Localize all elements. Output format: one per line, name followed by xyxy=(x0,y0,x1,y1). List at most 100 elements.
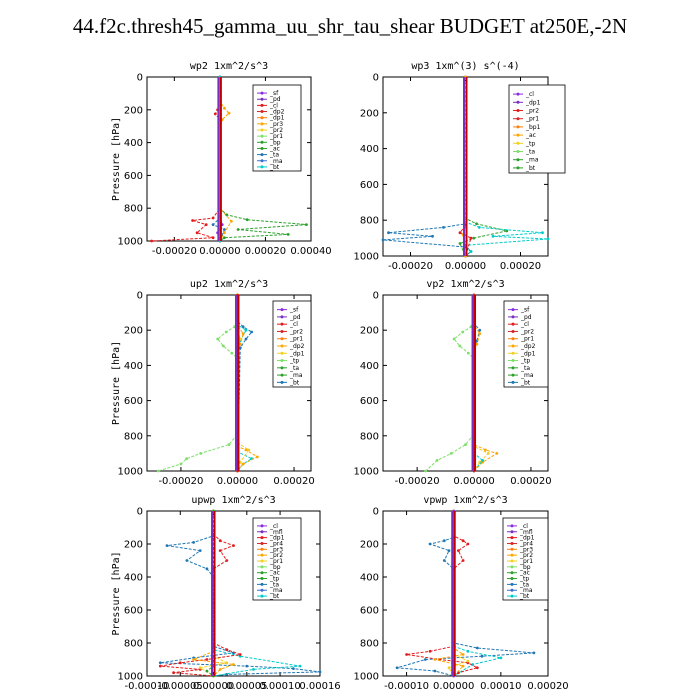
legend-label: _sf xyxy=(269,90,279,97)
data-point xyxy=(241,462,245,466)
data-point xyxy=(223,236,226,240)
legend-marker xyxy=(511,380,515,384)
data-point xyxy=(428,649,432,653)
data-point xyxy=(477,226,481,229)
legend-label: _ma xyxy=(269,587,283,594)
legend-marker xyxy=(260,159,264,163)
y-tick-label: 1000 xyxy=(118,467,143,478)
legend-marker xyxy=(511,329,515,333)
data-point xyxy=(480,654,484,658)
legend-marker xyxy=(280,366,284,370)
panel-title: wp3 1xm^(3) s^(-4) xyxy=(411,61,519,72)
legend-marker xyxy=(511,366,515,370)
y-tick-label: 200 xyxy=(124,326,143,337)
data-point xyxy=(205,669,209,673)
y-tick-label: 400 xyxy=(360,573,379,584)
legend-marker xyxy=(510,536,514,540)
data-point xyxy=(466,659,470,663)
legend-marker xyxy=(280,373,284,377)
y-tick-label: 400 xyxy=(360,361,379,372)
legend-marker xyxy=(280,322,284,326)
legend-label: _pr2 xyxy=(520,328,534,335)
data-point xyxy=(195,231,199,235)
data-point xyxy=(255,455,259,459)
data-point xyxy=(158,664,162,668)
data-point xyxy=(546,237,550,241)
legend-marker xyxy=(516,133,520,137)
legend-label: _dp1 xyxy=(519,535,535,542)
legend-marker xyxy=(260,582,264,586)
legend-marker xyxy=(511,359,515,363)
data-point xyxy=(211,223,215,227)
y-tick-label: 0 xyxy=(137,291,143,302)
legend-label: _ta xyxy=(520,365,530,372)
data-point xyxy=(318,670,322,674)
legend-marker xyxy=(260,547,264,551)
legend-marker xyxy=(510,582,514,586)
legend-label: _bp xyxy=(269,139,281,146)
data-point xyxy=(225,661,229,665)
data-point xyxy=(395,666,399,670)
figure-title: 44.f2c.thresh45_gamma_uu_shr_tau_shear B… xyxy=(72,14,628,38)
y-tick-label: 0 xyxy=(373,73,379,84)
data-point xyxy=(461,539,465,543)
legend-marker xyxy=(510,571,514,575)
legend-label: _ma xyxy=(269,158,283,165)
legend-label: _mfl xyxy=(519,529,533,536)
legend-label: _bp xyxy=(269,564,281,571)
data-point xyxy=(286,233,290,236)
data-point xyxy=(381,238,385,242)
series-line-pr2 xyxy=(160,511,241,677)
legend-label: _bt xyxy=(289,379,300,386)
legend-marker xyxy=(280,380,284,384)
legend-marker xyxy=(511,373,515,377)
data-point xyxy=(466,542,470,546)
legend-label: _dp1 xyxy=(520,350,536,357)
data-point xyxy=(458,242,462,245)
data-point xyxy=(405,653,408,656)
legend-box xyxy=(272,300,312,388)
legend-label: _mfl xyxy=(269,529,283,536)
data-point xyxy=(238,337,242,341)
legend-marker xyxy=(260,103,264,107)
panel-title: wp2 1xm^2/s^3 xyxy=(190,61,268,72)
legend-label: _dp1 xyxy=(269,115,285,122)
y-tick-label: 200 xyxy=(360,326,379,337)
legend: _sf_pd_cl_pr2_pr1_dp2_dp1_tp_ta_ma_bt xyxy=(272,300,312,388)
data-point xyxy=(499,656,503,660)
data-point xyxy=(481,459,484,462)
legend-label: _dp1 xyxy=(289,350,305,357)
legend-label: _pr4 xyxy=(269,540,283,547)
data-point xyxy=(442,559,446,562)
panel-title: vp2 1xm^2/s^3 xyxy=(426,279,504,290)
legend-marker xyxy=(260,530,264,534)
data-point xyxy=(461,653,465,656)
data-point xyxy=(431,234,434,238)
data-point xyxy=(292,667,295,670)
data-point xyxy=(227,443,231,446)
legend-label: _pd xyxy=(520,314,532,321)
legend-label: _pr1 xyxy=(289,336,303,343)
legend-marker xyxy=(510,594,514,598)
data-point xyxy=(305,223,308,227)
legend-marker xyxy=(516,92,520,96)
legend-label: _pr1 xyxy=(519,558,533,565)
legend-label: _dp1 xyxy=(269,535,285,542)
legend-marker xyxy=(516,100,520,104)
data-point xyxy=(241,332,245,336)
data-point xyxy=(192,541,196,544)
series-line-pr1 xyxy=(473,295,490,472)
data-point xyxy=(218,549,222,552)
data-point xyxy=(387,231,390,235)
legend-label: _bt xyxy=(519,593,530,600)
y-tick-label: 1000 xyxy=(354,252,379,263)
data-point xyxy=(505,229,509,233)
legend-box xyxy=(503,300,549,388)
legend-marker xyxy=(510,559,514,563)
legend-label: _sf xyxy=(520,307,530,314)
y-tick-label: 800 xyxy=(360,639,379,650)
chart-panel-1: wp2 1xm^2/s^3 Pressure [hPa] 0 200 400 600 800… xyxy=(111,61,332,257)
legend-marker xyxy=(280,315,284,319)
y-axis-label: Pressure [hPa] xyxy=(111,117,122,201)
data-point xyxy=(461,330,465,334)
